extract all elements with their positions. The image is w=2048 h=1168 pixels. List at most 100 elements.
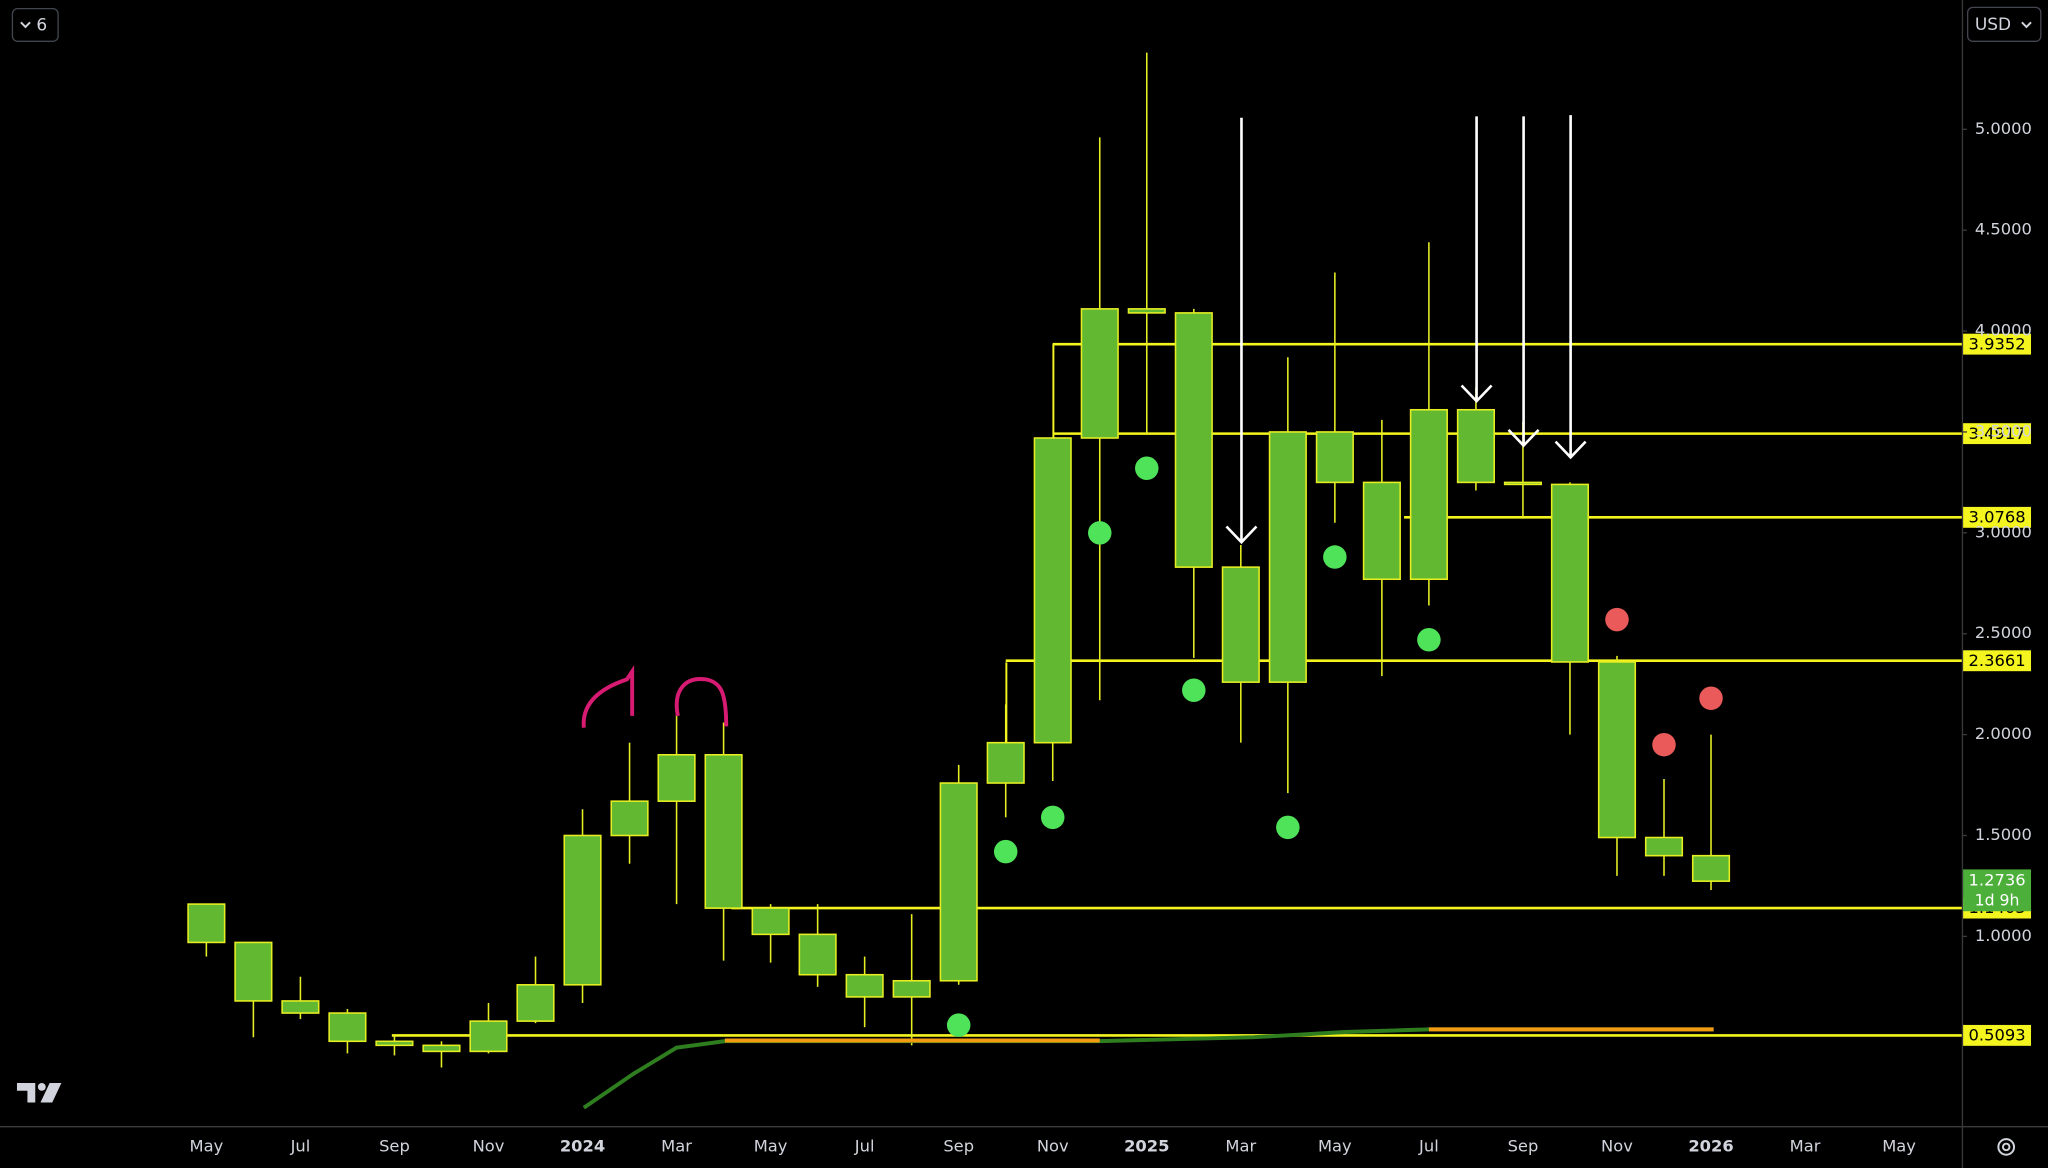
- candle-body: [187, 903, 226, 944]
- y-tick-label: 2.0000: [1975, 724, 2032, 743]
- x-tick-label: May: [1882, 1136, 1916, 1155]
- level-tag: [1963, 650, 2032, 672]
- indicator-dot: [1182, 678, 1206, 702]
- x-tick-label: Nov: [1601, 1136, 1633, 1155]
- candle-body: [1550, 483, 1590, 663]
- interval-label: 6: [36, 16, 47, 36]
- level-tag-label: 0.5093: [1969, 1026, 2026, 1045]
- chevron-icon: [20, 21, 31, 29]
- x-tick-label: May: [754, 1136, 788, 1155]
- x-tick-label: Mar: [1790, 1136, 1821, 1155]
- arrow: [1554, 115, 1587, 460]
- candle-body: [845, 973, 884, 998]
- countdown-label: 1d 9h: [1975, 890, 2020, 909]
- x-tick-label: May: [1318, 1136, 1352, 1155]
- level-tag-label: 3.9352: [1969, 334, 2026, 353]
- candle-body: [1503, 481, 1543, 486]
- y-tick-label: 3.0000: [1975, 522, 2032, 541]
- logo-part: [16, 1082, 36, 1103]
- x-tick-label: Sep: [943, 1136, 974, 1155]
- level-tag: [1963, 1024, 2032, 1046]
- currency-button[interactable]: [1967, 6, 2042, 42]
- x-tick-label: Mar: [661, 1136, 692, 1155]
- y-tick-label: 1.5000: [1975, 825, 2032, 844]
- candle-body: [1315, 431, 1354, 484]
- x-tick-label: 2026: [1688, 1136, 1733, 1155]
- y-tick-label: 4.0000: [1975, 321, 2032, 340]
- level-tag: [1963, 333, 2032, 355]
- y-tick-label: 4.5000: [1975, 220, 2032, 239]
- candle-body: [1174, 312, 1213, 568]
- indicator-dot: [1276, 815, 1300, 840]
- candle-body: [375, 1040, 414, 1047]
- candle-body: [1409, 408, 1448, 581]
- candle-body: [1033, 437, 1072, 744]
- arrow: [1225, 117, 1258, 545]
- logo-part: [40, 1082, 62, 1103]
- candle-body: [422, 1044, 461, 1053]
- gear-hub: [2001, 1142, 2011, 1152]
- candle-body: [563, 834, 602, 986]
- plot-area: [187, 52, 1962, 1068]
- level-tag: [1963, 506, 2032, 528]
- x-tick-label: 2025: [1124, 1136, 1169, 1155]
- candle-body: [610, 800, 649, 837]
- x-tick-label: Sep: [1508, 1136, 1539, 1155]
- arrow: [1507, 116, 1540, 448]
- candle-body: [704, 754, 743, 909]
- candle-body: [234, 941, 273, 1002]
- candle-body: [1691, 854, 1731, 882]
- currency-label: USD: [1975, 15, 2011, 35]
- candle-body: [281, 1000, 320, 1014]
- indicator-dot: [1040, 805, 1065, 830]
- level-tag: [1963, 423, 2032, 445]
- level-tag-label: 3.4917: [1969, 424, 2026, 443]
- candle-body: [657, 754, 696, 802]
- indicator-dot: [1652, 732, 1676, 757]
- candle-body: [939, 782, 978, 982]
- candle-body: [1644, 836, 1684, 857]
- level-tag-label: 3.0768: [1969, 507, 2026, 526]
- last-price-tag: [1963, 869, 2032, 912]
- chevron-icon: [2021, 21, 2032, 29]
- x-tick-label: Jul: [1418, 1136, 1439, 1155]
- logo-part: [37, 1082, 46, 1091]
- candle-body: [1127, 308, 1166, 314]
- arrow: [1460, 116, 1493, 404]
- candle-body: [1221, 566, 1260, 683]
- candle-body: [1597, 661, 1637, 839]
- indicator-dot: [993, 839, 1018, 864]
- indicator-dot: [1417, 628, 1441, 652]
- y-tick-label: 3.5000: [1975, 421, 2032, 440]
- candle-body: [1080, 308, 1119, 439]
- candle-body: [516, 984, 555, 1022]
- annotation-arrows: [1225, 115, 1587, 545]
- indicator-dot: [1699, 686, 1723, 711]
- x-tick-label: Nov: [1037, 1136, 1069, 1155]
- candle-body: [986, 741, 1025, 784]
- settings-icon[interactable]: [1997, 1138, 2016, 1156]
- x-tick-label: Nov: [473, 1136, 505, 1155]
- candle-body: [798, 933, 837, 976]
- x-tick-label: Sep: [379, 1136, 410, 1155]
- y-tick-label: 5.0000: [1975, 119, 2032, 138]
- price-tags: 3.93523.49173.07682.36611.14030.50931.27…: [1963, 333, 2032, 1046]
- candle-body: [751, 907, 790, 936]
- indicator-dot: [1323, 545, 1347, 569]
- x-tick-label: Mar: [1225, 1136, 1256, 1155]
- candle-body: [328, 1012, 367, 1043]
- level-tag-label: 2.3661: [1969, 651, 2026, 670]
- annotation-scribble: [581, 665, 635, 728]
- candle-body: [1362, 481, 1401, 581]
- candle-body: [1268, 431, 1307, 683]
- interval-button[interactable]: [11, 7, 59, 42]
- indicator-dot: [946, 1013, 971, 1037]
- indicator-dot: [1088, 521, 1112, 545]
- last-price-label: 1.2736: [1969, 871, 2026, 890]
- candle-body: [469, 1020, 508, 1053]
- candle-body: [892, 979, 931, 998]
- indicator-dot: [1135, 456, 1159, 481]
